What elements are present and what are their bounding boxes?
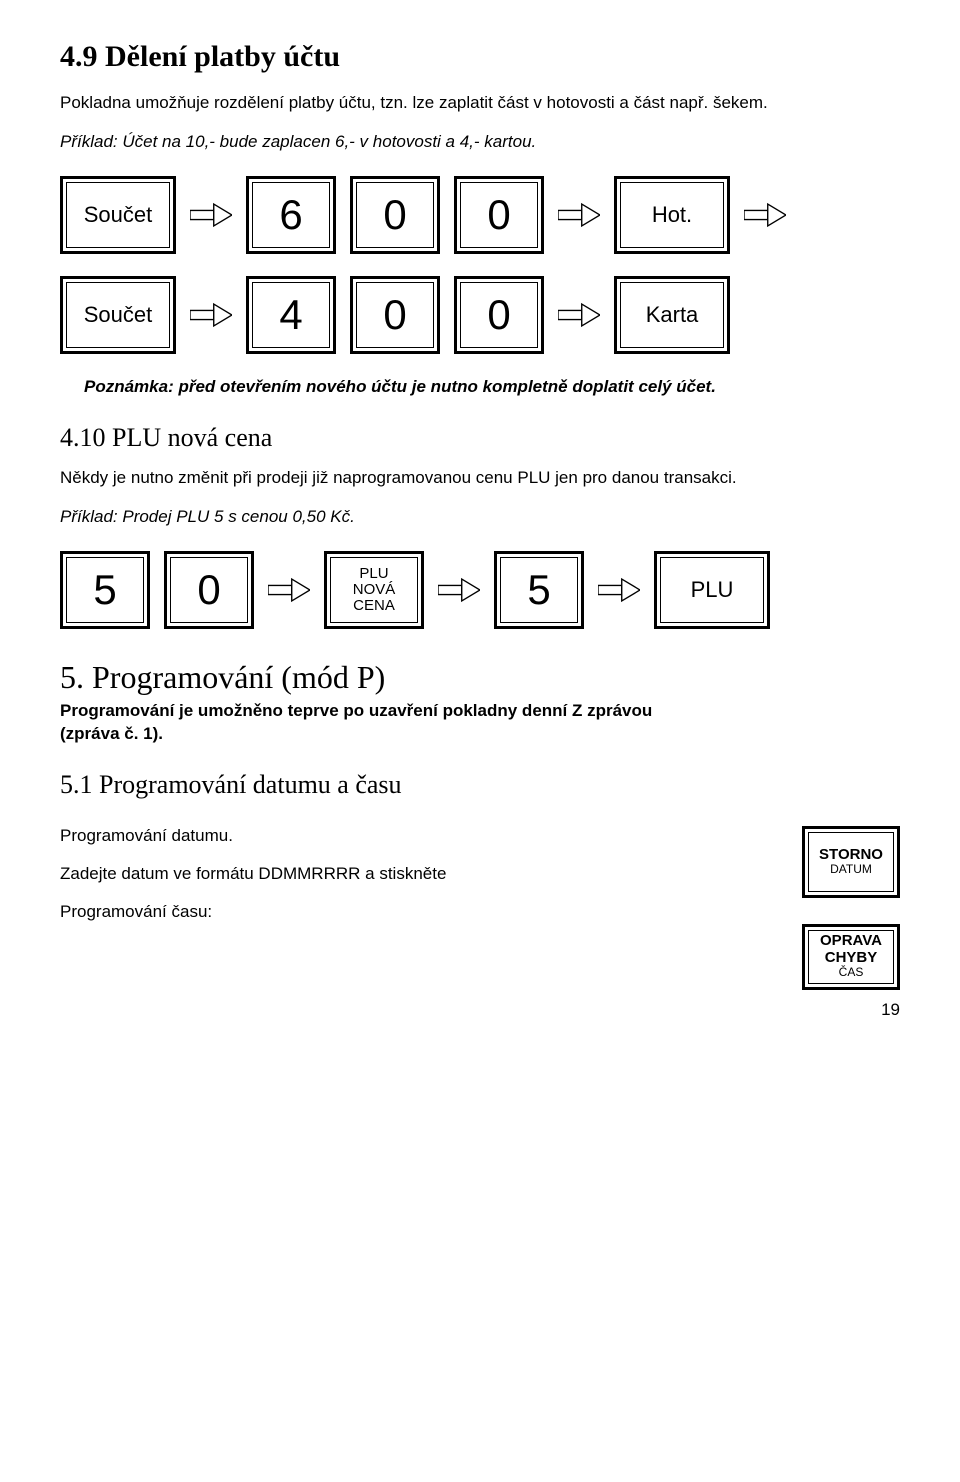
arrow-icon	[438, 577, 480, 603]
section-4-9-note: Poznámka: před otevřením nového účtu je …	[60, 376, 900, 399]
key-storno-datum[interactable]: STORNO DATUM	[802, 826, 900, 898]
key-0[interactable]: 0	[454, 176, 544, 254]
arrow-icon	[744, 202, 786, 228]
prog-datum-instruction: Zadejte datum ve formátu DDMMRRRR a stis…	[60, 864, 446, 884]
arrow-icon	[558, 302, 600, 328]
section-5-1-title: 5.1 Programování datumu a času	[60, 770, 900, 800]
key-4[interactable]: 4	[246, 276, 336, 354]
arrow-icon	[558, 202, 600, 228]
key-0[interactable]: 0	[454, 276, 544, 354]
key-row-3: 5 0 PLU NOVÁ CENA 5 PLU	[60, 551, 900, 629]
key-hot[interactable]: Hot.	[614, 176, 730, 254]
section-4-9-title: 4.9 Dělení platby účtu	[60, 40, 900, 74]
prog-cas-heading: Programování času:	[60, 902, 446, 922]
arrow-icon	[268, 577, 310, 603]
key-0[interactable]: 0	[350, 176, 440, 254]
arrow-icon	[598, 577, 640, 603]
page-number: 19	[802, 1000, 900, 1020]
arrow-icon	[190, 202, 232, 228]
section-4-9-example: Příklad: Účet na 10,- bude zaplacen 6,- …	[60, 131, 900, 154]
key-0[interactable]: 0	[164, 551, 254, 629]
key-row-1: Součet 6 0 0 Hot.	[60, 176, 900, 254]
footer-row: Programování datumu. Zadejte datum ve fo…	[60, 826, 900, 1020]
key-plu[interactable]: PLU	[654, 551, 770, 629]
footer-right-keys: STORNO DATUM OPRAVA CHYBY ČAS 19	[802, 826, 900, 1020]
section-4-10-example: Příklad: Prodej PLU 5 s cenou 0,50 Kč.	[60, 506, 900, 529]
footer-left-text: Programování datumu. Zadejte datum ve fo…	[60, 826, 446, 940]
section-4-10-title: 4.10 PLU nová cena	[60, 423, 900, 453]
key-oprava-chyby-cas[interactable]: OPRAVA CHYBY ČAS	[802, 924, 900, 990]
key-soucet[interactable]: Součet	[60, 276, 176, 354]
key-soucet[interactable]: Součet	[60, 176, 176, 254]
section-4-9-intro: Pokladna umožňuje rozdělení platby účtu,…	[60, 92, 900, 115]
key-6[interactable]: 6	[246, 176, 336, 254]
section-5-title: 5. Programování (mód P)	[60, 659, 900, 696]
key-5[interactable]: 5	[60, 551, 150, 629]
arrow-icon	[190, 302, 232, 328]
key-plu-nova-cena[interactable]: PLU NOVÁ CENA	[324, 551, 424, 629]
key-0[interactable]: 0	[350, 276, 440, 354]
section-5-intro: Programování je umožněno teprve po uzavř…	[60, 700, 660, 746]
prog-datum-heading: Programování datumu.	[60, 826, 446, 846]
key-row-2: Součet 4 0 0 Karta	[60, 276, 900, 354]
key-5[interactable]: 5	[494, 551, 584, 629]
section-4-10-intro: Někdy je nutno změnit při prodeji již na…	[60, 467, 900, 490]
key-karta[interactable]: Karta	[614, 276, 730, 354]
